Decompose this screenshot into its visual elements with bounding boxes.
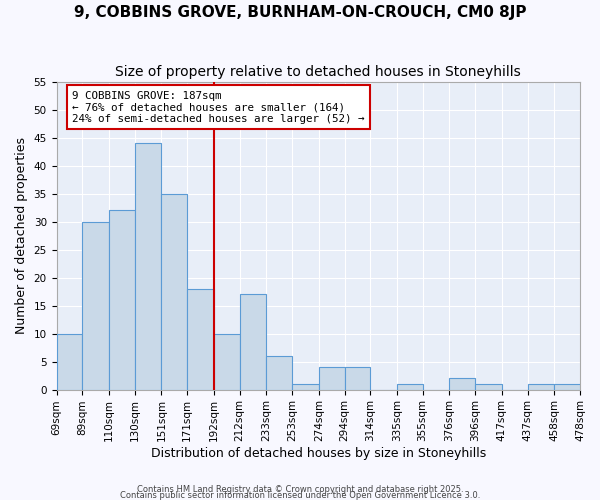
Bar (266, 356, 292, 390)
Bar (397, 384, 422, 390)
Bar (56, 334, 82, 390)
Text: 9, COBBINS GROVE, BURNHAM-ON-CROUCH, CM0 8JP: 9, COBBINS GROVE, BURNHAM-ON-CROUCH, CM0… (74, 5, 526, 20)
Text: Contains HM Land Registry data © Crown copyright and database right 2025.: Contains HM Land Registry data © Crown c… (137, 484, 463, 494)
Bar (161, 194, 187, 390)
Bar (292, 384, 319, 390)
X-axis label: Distribution of detached houses by size in Stoneyhills: Distribution of detached houses by size … (151, 447, 486, 460)
Bar (319, 367, 344, 390)
Bar (527, 384, 554, 390)
Bar (109, 210, 134, 390)
Text: 9 COBBINS GROVE: 187sqm
← 76% of detached houses are smaller (164)
24% of semi-d: 9 COBBINS GROVE: 187sqm ← 76% of detache… (72, 91, 365, 124)
Bar (449, 378, 475, 390)
Bar (214, 334, 239, 390)
Text: Contains public sector information licensed under the Open Government Licence 3.: Contains public sector information licen… (120, 490, 480, 500)
Title: Size of property relative to detached houses in Stoneyhills: Size of property relative to detached ho… (115, 65, 521, 79)
Bar (344, 367, 370, 390)
Bar (187, 289, 214, 390)
Bar (82, 222, 109, 390)
Bar (554, 384, 580, 390)
Bar (475, 384, 502, 390)
Y-axis label: Number of detached properties: Number of detached properties (15, 137, 28, 334)
Bar (134, 143, 161, 390)
Bar (239, 294, 266, 390)
